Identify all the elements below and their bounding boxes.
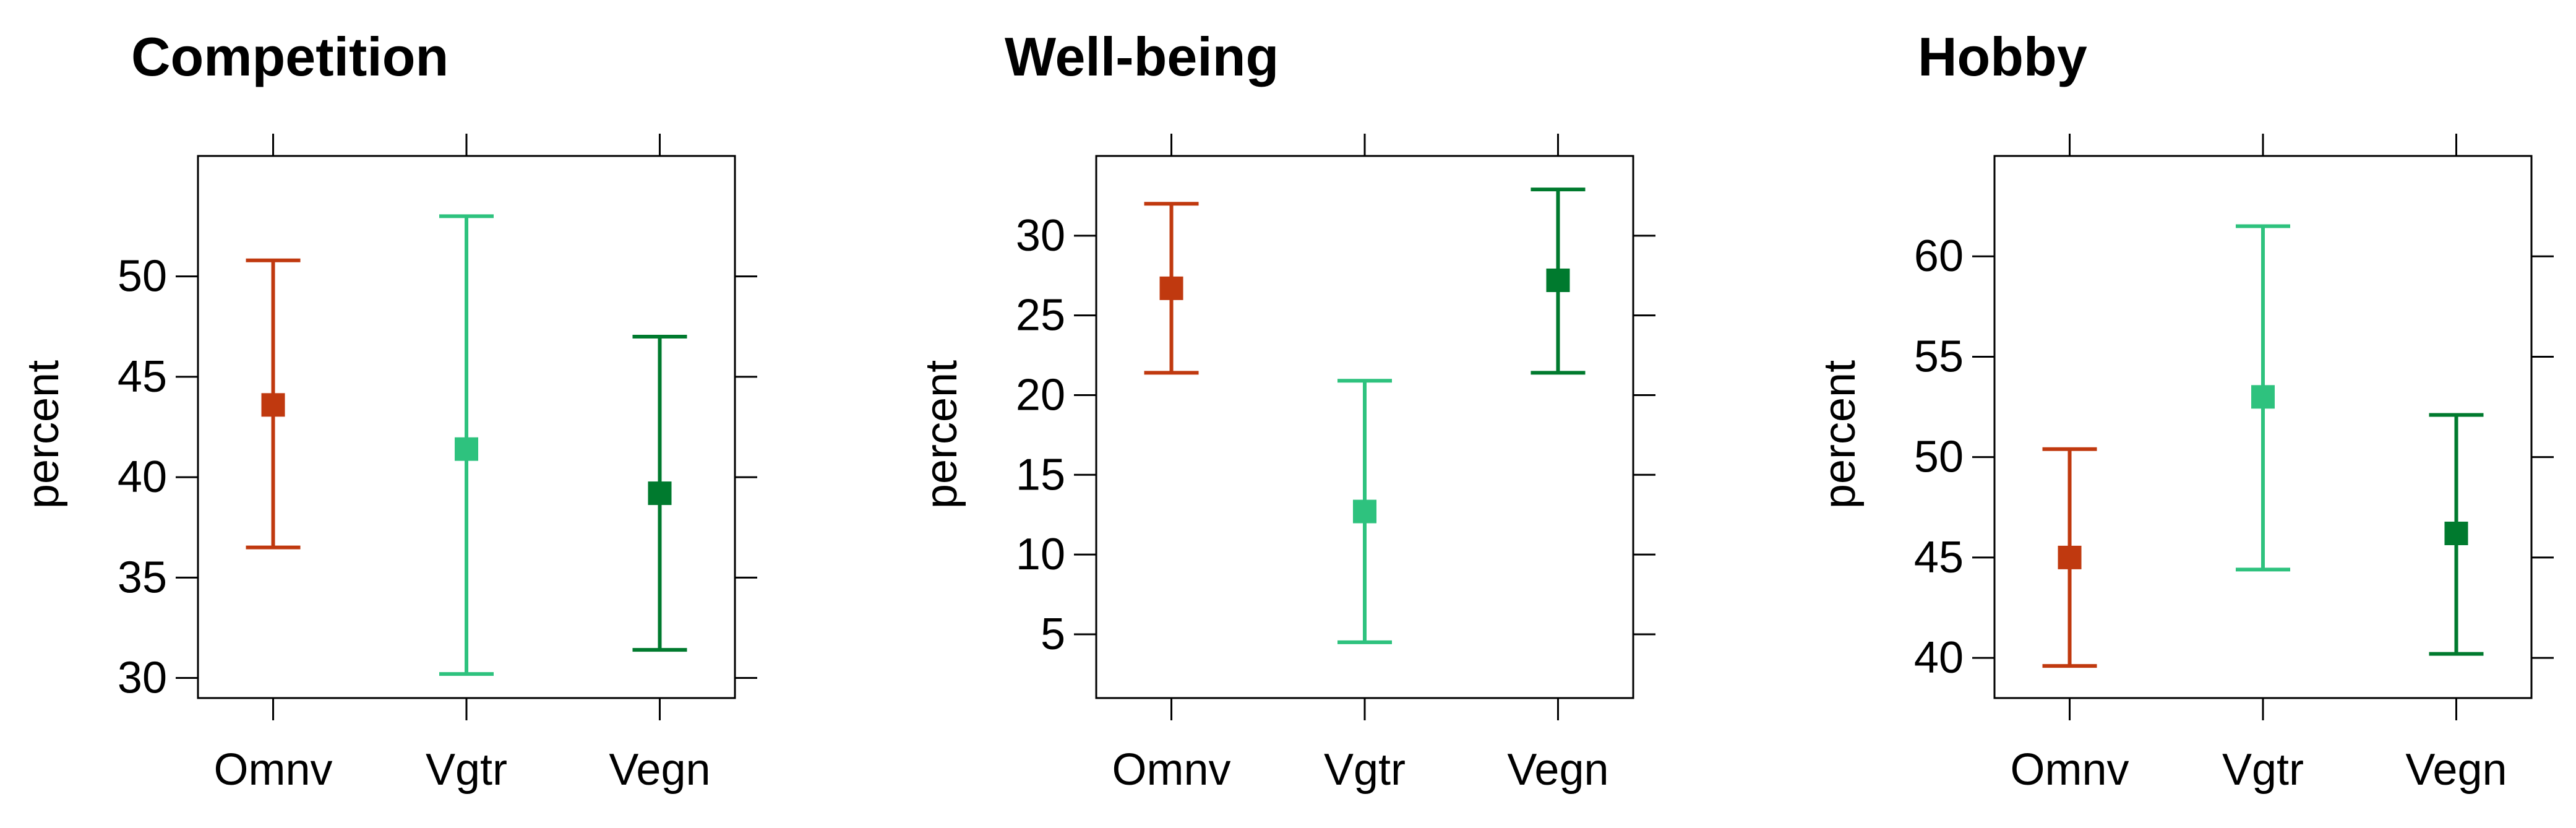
point-marker	[2058, 545, 2082, 569]
x-tick-label: Vgtr	[2222, 745, 2304, 795]
y-tick-label: 40	[118, 452, 167, 502]
y-tick-label: 10	[1016, 530, 1065, 579]
x-tick-label: Vegn	[1507, 745, 1608, 795]
y-tick-label: 20	[1016, 370, 1065, 420]
y-tick-label: 50	[1914, 433, 1964, 482]
y-tick-label: 30	[118, 653, 167, 703]
errorbar-vgtr	[439, 214, 494, 676]
errorbar-vegn	[632, 335, 687, 652]
x-tick-label: Omnv	[214, 745, 333, 795]
y-axis-label: percent	[1815, 360, 1865, 509]
panel-well-being: Well-being 5 10 15 20 25 30 percent Omnv Vgtr Vegn	[917, 26, 1655, 795]
y-tick-label: 50	[118, 252, 167, 301]
errorbar-omnv	[246, 258, 301, 550]
y-tick-label: 15	[1016, 450, 1065, 499]
x-tick-label: Vegn	[2405, 745, 2507, 795]
y-tick-label: 30	[1016, 211, 1065, 261]
point-marker	[1159, 276, 1183, 300]
point-marker	[455, 437, 478, 461]
y-tick-label: 5	[1041, 610, 1065, 659]
panel-competition: Competition 30 35 40 45 50 percent Omnv Vgtr Vegn	[19, 26, 757, 795]
errorbar-vegn	[1531, 188, 1586, 375]
y-tick-label: 40	[1914, 633, 1964, 683]
y-axis-label: percent	[917, 360, 966, 509]
y-tick-label: 45	[1914, 533, 1964, 582]
panel-hobby: Hobby 40 45 50 55 60 percent Omnv Vgtr Vegn	[1815, 26, 2554, 795]
y-tick-label: 25	[1016, 291, 1065, 340]
errorbar-vegn	[2429, 413, 2484, 656]
x-tick-label: Omnv	[2011, 745, 2129, 795]
y-axis-label: percent	[19, 360, 68, 509]
point-marker	[1546, 268, 1570, 292]
panel-title: Hobby	[1918, 26, 2087, 87]
point-marker	[1353, 499, 1376, 524]
errorbar-omnv	[1144, 202, 1199, 375]
panel-title: Competition	[131, 26, 449, 87]
y-tick-label: 35	[118, 553, 167, 602]
panel-title: Well-being	[1005, 26, 1279, 87]
y-tick-label: 45	[118, 352, 167, 402]
errorbar-vgtr	[2236, 224, 2290, 572]
x-tick-label: Vgtr	[426, 745, 507, 795]
x-tick-label: Vegn	[609, 745, 710, 795]
y-tick-label: 60	[1914, 231, 1964, 281]
point-marker	[2444, 521, 2468, 545]
point-marker	[2251, 385, 2275, 409]
x-tick-label: Vgtr	[1324, 745, 1406, 795]
point-marker	[261, 393, 285, 417]
point-marker	[648, 481, 672, 506]
y-tick-label: 55	[1914, 332, 1964, 381]
errorbar-vgtr	[1337, 379, 1392, 644]
x-tick-label: Omnv	[1112, 745, 1231, 795]
errorbar-omnv	[2042, 447, 2097, 668]
